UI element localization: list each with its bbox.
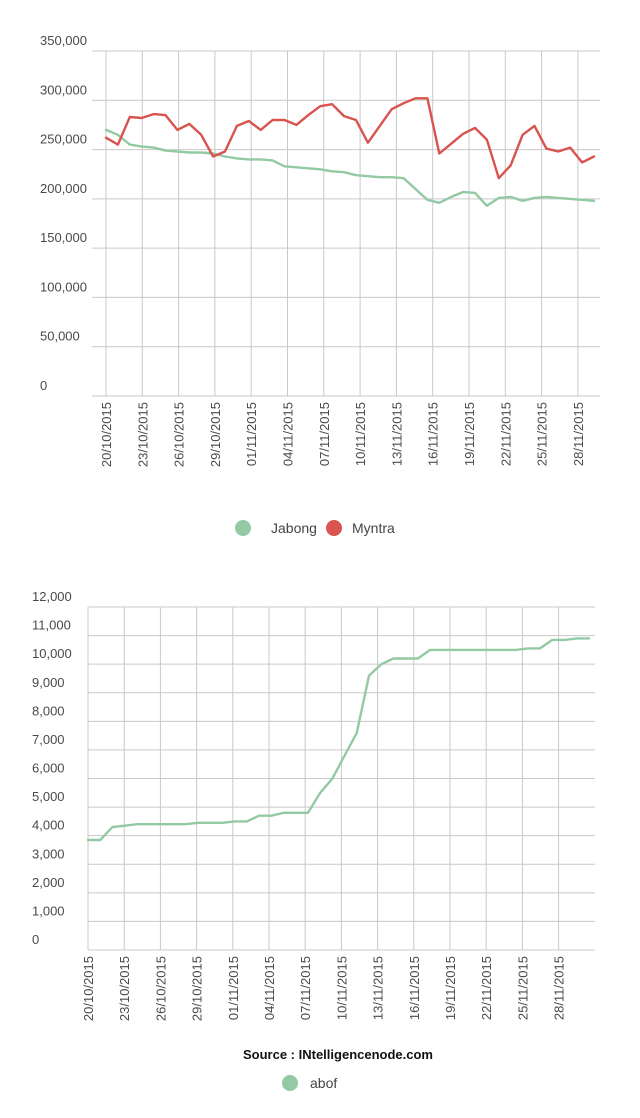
series-line-myntra [104, 97, 596, 180]
x-tick-label: 28/11/2015 [552, 956, 567, 1020]
x-tick-label: 01/11/2015 [244, 402, 259, 466]
y-tick-label: 50,000 [40, 329, 80, 344]
x-tick-label: 10/11/2015 [353, 402, 368, 466]
x-tick-label: 23/10/2015 [135, 402, 150, 467]
x-tick-label: 04/11/2015 [281, 402, 296, 466]
x-tick-label: 28/11/2015 [571, 402, 586, 466]
x-tick-label: 16/11/2015 [426, 402, 441, 466]
y-tick-label: 5,000 [32, 789, 65, 804]
x-tick-label: 23/10/2015 [117, 956, 132, 1021]
x-tick-label: 29/10/2015 [208, 402, 223, 467]
chart-jabong-myntra: 0 50,000 100,000 150,000 200,000 250,000 300,0… [40, 33, 600, 536]
x-tick-label: 16/11/2015 [407, 956, 422, 1020]
legend-marker-abof [282, 1075, 298, 1091]
y-tick-label: 12,000 [32, 589, 72, 604]
x-tick-label: 29/10/2015 [190, 956, 205, 1021]
x-tick-label: 07/11/2015 [317, 402, 332, 466]
y-tick-label: 4,000 [32, 818, 65, 833]
y-tick-label: 150,000 [40, 230, 87, 245]
y-tick-label: 250,000 [40, 132, 87, 147]
y-tick-label: 0 [40, 378, 47, 393]
x-tick-label: 10/11/2015 [334, 956, 349, 1020]
y-tick-label: 11,000 [32, 618, 71, 633]
source-text: Source : INtelligencenode.com [243, 1047, 433, 1062]
x-tick-label: 26/10/2015 [153, 956, 168, 1021]
x-tick-label: 01/11/2015 [226, 956, 241, 1020]
x-tick-label: 07/11/2015 [298, 956, 313, 1020]
y-tick-label: 2,000 [32, 875, 65, 890]
legend-label-myntra: Myntra [352, 520, 395, 536]
x-tick-label: 04/11/2015 [262, 956, 277, 1020]
y-tick-label: 100,000 [40, 279, 87, 294]
series-line-abof [86, 637, 591, 842]
series-line-jabong [104, 128, 596, 208]
chart-abof: 0 1,000 2,000 3,000 4,000 5,000 6,000 7,000 8,00… [32, 589, 595, 1091]
x-tick-label: 13/11/2015 [389, 402, 404, 466]
legend-marker-myntra [326, 520, 342, 536]
y-tick-label: 8,000 [32, 703, 65, 718]
x-tick-label: 26/10/2015 [172, 402, 187, 467]
y-tick-label: 9,000 [32, 675, 65, 690]
x-tick-label: 20/10/2015 [99, 402, 114, 467]
y-tick-label: 0 [32, 932, 39, 947]
x-tick-label: 19/11/2015 [462, 402, 477, 466]
x-tick-label: 22/11/2015 [498, 402, 513, 466]
legend-label-abof: abof [310, 1075, 337, 1091]
y-tick-label: 1,000 [32, 903, 65, 918]
y-tick-label: 300,000 [40, 82, 87, 97]
x-tick-label: 19/11/2015 [443, 956, 458, 1020]
x-tick-label: 22/11/2015 [479, 956, 494, 1020]
y-tick-label: 350,000 [40, 33, 87, 48]
x-tick-label: 20/10/2015 [81, 956, 96, 1021]
y-tick-label: 6,000 [32, 761, 65, 776]
x-tick-label: 25/11/2015 [515, 956, 530, 1020]
legend-marker-jabong [235, 520, 251, 536]
x-tick-label: 25/11/2015 [535, 402, 550, 466]
legend-label-jabong: Jabong [271, 520, 317, 536]
y-tick-label: 200,000 [40, 181, 87, 196]
y-tick-label: 3,000 [32, 846, 65, 861]
x-tick-label: 13/11/2015 [371, 956, 386, 1020]
y-tick-label: 7,000 [32, 732, 65, 747]
y-tick-label: 10,000 [32, 646, 72, 661]
